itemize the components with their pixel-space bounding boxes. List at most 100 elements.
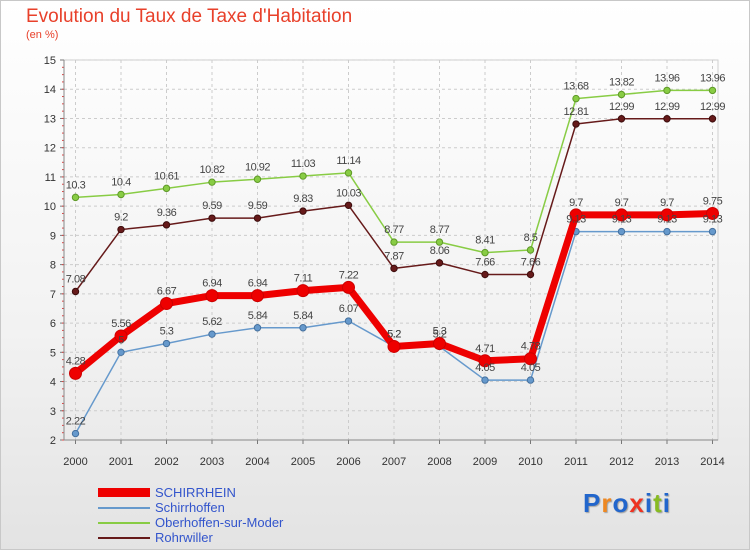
- data-point: [117, 225, 125, 234]
- data-point: [708, 115, 717, 123]
- y-tick-label: 7: [50, 289, 56, 301]
- data-label: 5.84: [248, 310, 268, 322]
- y-tick-label: 13: [44, 113, 56, 125]
- logo-letter: r: [601, 488, 613, 518]
- data-label: 8.41: [475, 235, 495, 247]
- data-point: [160, 296, 173, 310]
- data-label: 5.62: [202, 316, 222, 328]
- data-label: 9.13: [612, 214, 632, 226]
- data-label: 13.96: [654, 72, 679, 84]
- x-tick-label: 2008: [427, 456, 451, 468]
- data-label: 7.11: [294, 273, 313, 285]
- data-point: [572, 120, 580, 128]
- data-label: 5.84: [293, 310, 313, 322]
- data-label: 6.94: [248, 278, 268, 290]
- data-point: [663, 86, 671, 95]
- data-label: 5.2: [387, 328, 401, 340]
- data-point: [208, 214, 216, 222]
- data-point: [299, 172, 307, 180]
- data-point: [617, 115, 626, 123]
- x-tick-label: 2005: [291, 456, 315, 468]
- data-point: [71, 287, 80, 296]
- data-point: [526, 270, 535, 279]
- data-label: 5.3: [433, 326, 447, 338]
- legend-swatch: [98, 522, 150, 524]
- data-point: [69, 366, 82, 380]
- data-point: [71, 193, 80, 202]
- legend-swatch: [98, 507, 150, 509]
- legend-label: Rohrwiller: [155, 530, 213, 545]
- data-point: [617, 90, 626, 99]
- data-label: 13.68: [563, 81, 588, 93]
- data-point: [524, 352, 537, 366]
- data-point: [526, 246, 535, 254]
- data-point: [208, 178, 216, 186]
- x-tick-label: 2010: [518, 456, 542, 468]
- data-label: 9.13: [566, 214, 586, 226]
- data-label: 9.75: [703, 195, 723, 207]
- data-point: [433, 337, 446, 351]
- data-label: 8.5: [524, 232, 538, 244]
- legend-swatch: [98, 488, 150, 497]
- data-label: 9.7: [615, 197, 629, 209]
- x-tick-label: 2003: [200, 456, 224, 468]
- data-label: 9.13: [657, 214, 677, 226]
- data-point: [253, 214, 262, 222]
- data-point: [71, 429, 80, 438]
- data-point: [481, 376, 489, 384]
- data-point: [344, 317, 353, 325]
- data-point: [114, 329, 128, 343]
- x-tick-label: 2007: [382, 456, 406, 468]
- data-point: [390, 238, 398, 246]
- data-label: 5.2: [387, 328, 401, 340]
- data-label: 9.59: [202, 200, 222, 212]
- data-label: 6.07: [339, 303, 359, 315]
- data-label: 5.2: [433, 328, 447, 340]
- data-label: 4.05: [521, 362, 541, 374]
- data-point: [208, 330, 216, 338]
- proxiti-logo: Proxiti: [583, 488, 671, 519]
- data-label: 8.77: [384, 224, 404, 236]
- data-label: 11.14: [336, 155, 361, 167]
- y-tick-label: 8: [50, 260, 56, 272]
- data-point: [435, 259, 444, 267]
- data-label: 7.66: [475, 257, 495, 269]
- x-tick-label: 2009: [473, 456, 497, 468]
- x-tick-label: 2006: [336, 456, 360, 468]
- data-point: [253, 175, 262, 183]
- data-label: 9.59: [248, 200, 268, 212]
- data-label: 5.3: [160, 326, 174, 338]
- logo-letter: i: [644, 488, 654, 518]
- x-tick-label: 2002: [154, 456, 178, 468]
- data-point: [162, 339, 171, 348]
- data-label: 10.03: [336, 187, 361, 199]
- x-tick-label: 2001: [109, 456, 133, 468]
- data-point: [435, 238, 444, 246]
- data-label: 7.66: [521, 257, 541, 269]
- data-label: 9.7: [660, 197, 674, 209]
- data-point: [117, 190, 125, 199]
- data-label: 8.77: [430, 224, 450, 236]
- data-point: [663, 115, 671, 123]
- data-label: 4.78: [521, 341, 541, 353]
- data-point: [205, 289, 219, 303]
- logo-letter: i: [662, 488, 671, 518]
- data-label: 9.2: [114, 212, 128, 224]
- y-tick-label: 14: [44, 84, 56, 96]
- chart-title: Evolution du Taux de Taxe d'Habitation: [26, 6, 353, 27]
- data-label: 7.08: [66, 274, 86, 286]
- data-point: [572, 94, 580, 103]
- data-label: 10.92: [245, 161, 270, 173]
- data-point: [663, 227, 671, 236]
- logo-letter: x: [629, 488, 645, 518]
- y-tick-label: 10: [44, 201, 56, 213]
- data-point: [342, 280, 355, 294]
- legend-swatch: [98, 537, 150, 539]
- data-label: 6.67: [157, 285, 177, 297]
- data-point: [344, 201, 353, 209]
- data-point: [708, 227, 717, 236]
- data-label: 5: [118, 334, 124, 346]
- data-point: [253, 324, 262, 332]
- data-point: [478, 354, 492, 368]
- data-label: 10.82: [199, 164, 224, 176]
